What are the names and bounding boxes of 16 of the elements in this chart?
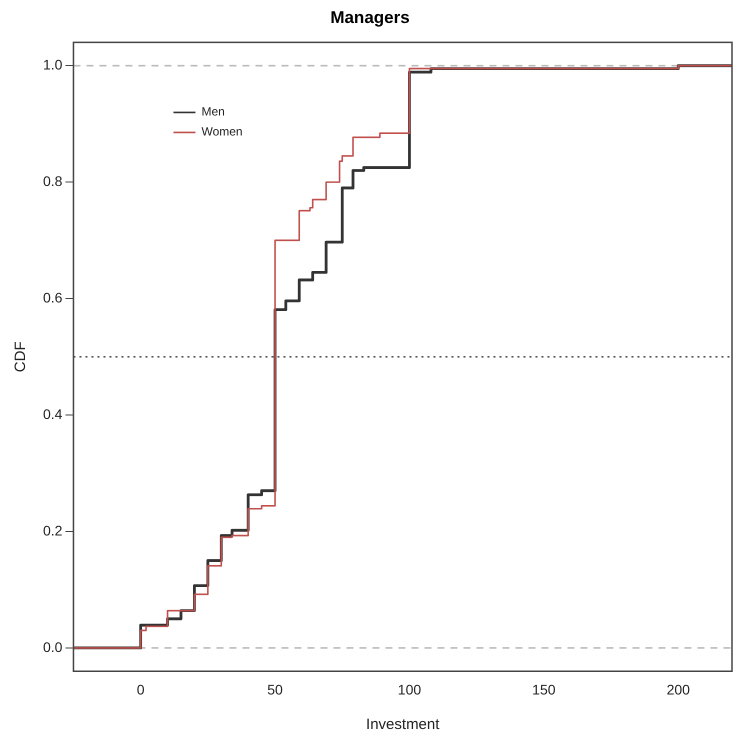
chart-title: Managers: [330, 8, 410, 27]
x-tick-label: 0: [136, 681, 145, 698]
legend-label: Men: [201, 104, 225, 119]
y-tick-label: 0.8: [42, 172, 63, 189]
y-tick-label: 0.2: [42, 522, 63, 538]
y-tick-label: 1.0: [42, 56, 63, 73]
y-tick-label: 0.4: [42, 406, 63, 422]
y-tick-label: 0.0: [42, 638, 63, 655]
x-axis-title: Investment: [366, 716, 440, 734]
legend-label: Women: [201, 124, 243, 139]
x-tick-label: 200: [666, 681, 690, 698]
y-tick-label: 0.6: [42, 289, 63, 306]
x-tick-label: 100: [398, 681, 422, 698]
x-tick-label: 50: [267, 681, 284, 698]
x-tick-label: 150: [532, 681, 556, 698]
y-axis-title: CDF: [12, 341, 30, 372]
